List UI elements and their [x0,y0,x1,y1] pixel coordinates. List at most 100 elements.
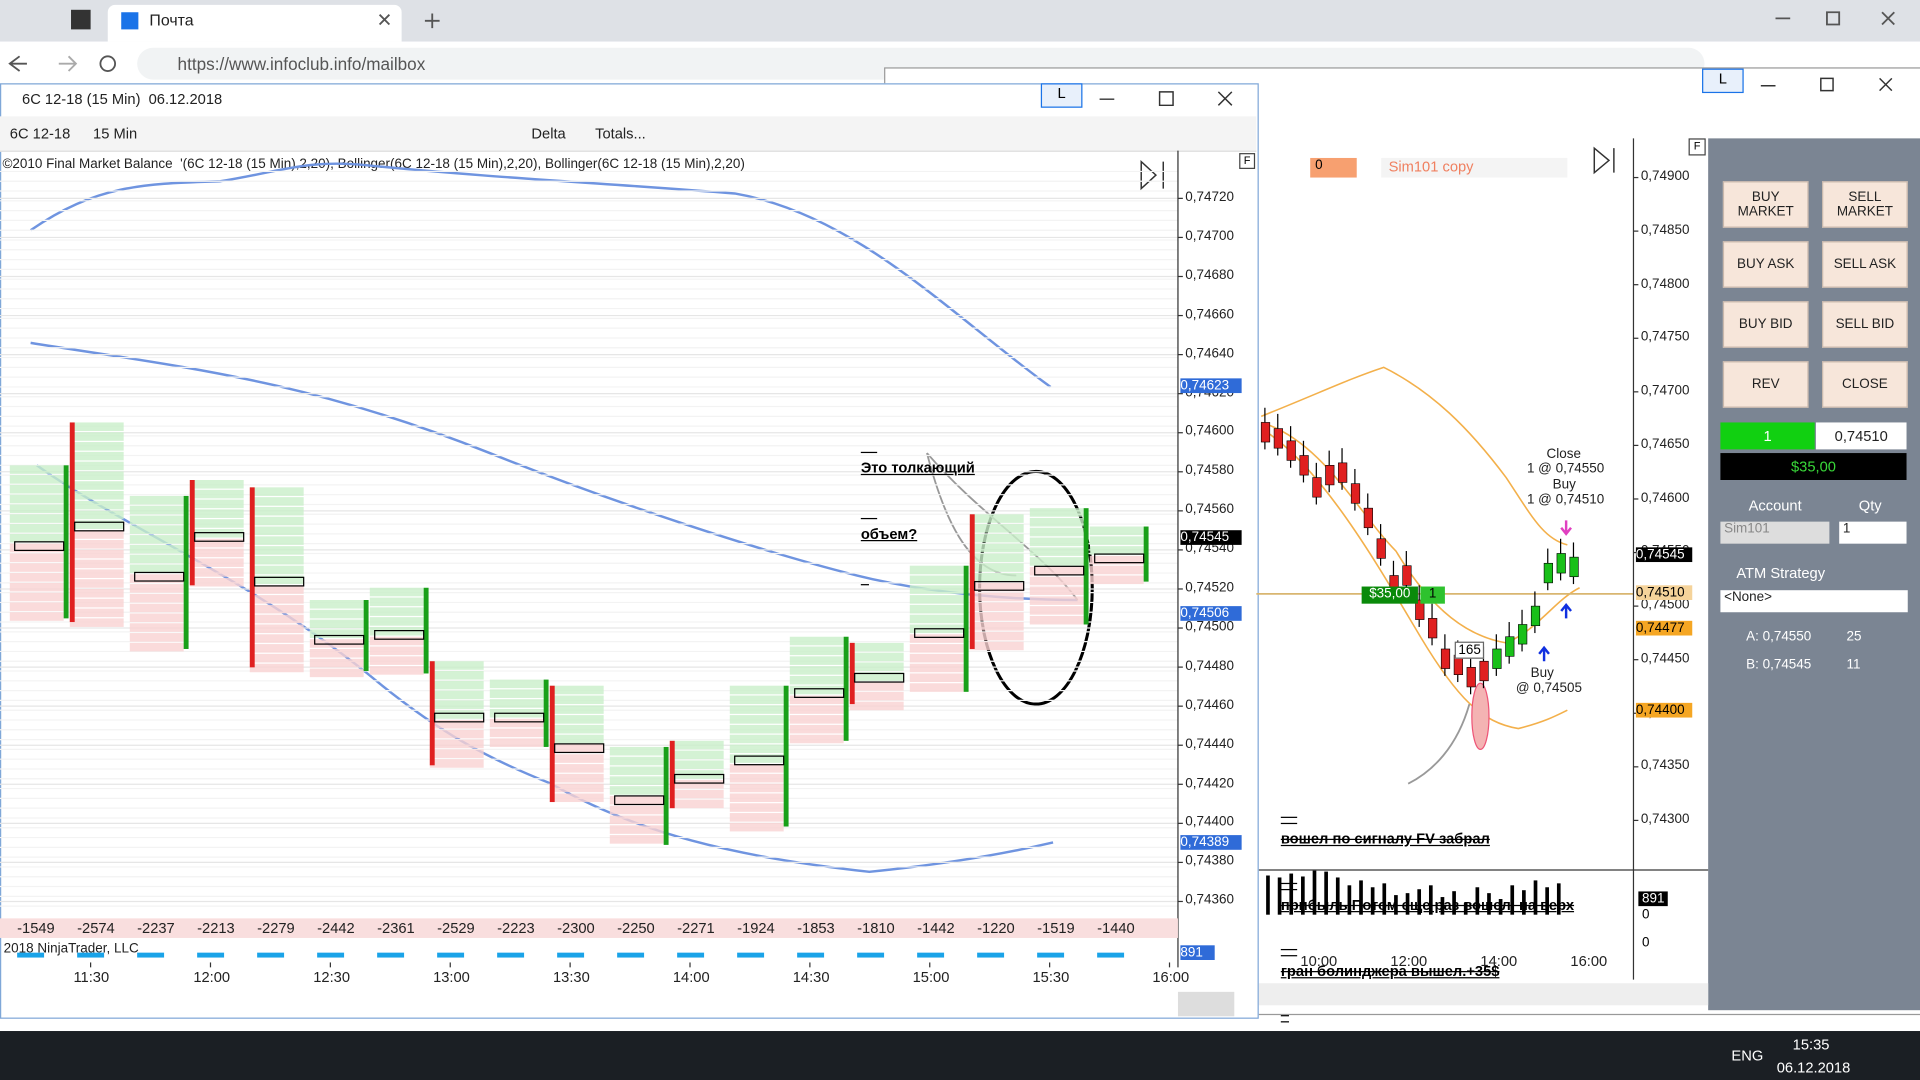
order-button[interactable]: BUY BID [1722,301,1809,348]
candle [1428,618,1438,639]
poc [554,743,605,754]
window-button[interactable]: L [1702,68,1744,94]
quote: B: 0,74545 [1746,657,1812,673]
footprint-cell [9,533,64,543]
footprint-cell [849,652,904,662]
footprint-cell [489,738,544,747]
volume-bar [377,952,405,958]
footprint-cell [69,598,124,608]
toolbar-item[interactable]: Delta [531,124,566,143]
footprint-cell [69,422,124,432]
candle [1492,648,1502,669]
footprint-cell [909,565,964,575]
price-label: 0,74440 [1185,736,1234,752]
annotation: Это толкающий объем? [861,413,975,589]
footprint-cell [249,497,304,506]
candle [969,514,975,649]
footprint-cell [189,548,244,558]
panel-button[interactable]: F [1688,138,1706,156]
footprint-cell [549,734,604,744]
footprint-cell [429,739,484,749]
candle [1466,667,1476,688]
time-label: 14:00 [1480,952,1518,970]
volume-bar [317,952,345,958]
bar-count: 165 [1454,641,1485,659]
volume-divider [1256,869,1709,871]
price-label: 0,74700 [1185,228,1234,244]
footprint-cell [789,685,844,695]
scrollbar[interactable] [1256,983,1709,1006]
footprint-cell [729,803,784,812]
footprint-cell [129,495,184,505]
footprint-cell [129,544,184,554]
footprint-cell [1089,546,1144,555]
price-label: 0,74650 [1640,436,1690,452]
footprint-cell [9,494,64,504]
footprint-cell [669,799,724,809]
order-button[interactable]: REV [1722,361,1809,408]
toolbar-item[interactable]: 6C 12-18 [9,124,71,143]
footprint-cell [909,634,964,643]
order-button[interactable]: SELL MARKET [1822,181,1908,228]
footprint-cell [249,506,304,516]
toolbar-item[interactable]: Totals... [595,124,646,143]
footprint-cell [789,695,844,705]
price-label: 0,74700 [1640,383,1690,398]
delta-value: -1853 [797,919,835,937]
footprint-cell [369,617,424,626]
candle [1338,462,1348,483]
volume-bar [1359,880,1363,915]
delta-value: -2213 [197,919,235,937]
toolbar-item[interactable]: 15 Min [93,124,138,143]
candle [1312,477,1322,498]
qty-input[interactable]: 1 [1839,521,1907,544]
time-label: 14:00 [672,968,710,986]
volume-bar [1382,883,1387,915]
footprint-cell [849,672,904,681]
footprint-cell [549,695,604,705]
footprint-cell [549,754,604,763]
pnl-field: 0 [1310,157,1357,178]
footprint-cell [429,661,484,670]
footprint-cell [429,710,484,719]
panel-button[interactable]: F [1239,153,1256,169]
candle [429,661,435,766]
order-button[interactable]: SELL BID [1822,301,1908,348]
candle [1260,422,1271,443]
footprint-cell [729,822,784,832]
price-label: 0,74400 [1185,814,1234,830]
order-button[interactable]: CLOSE [1822,361,1908,408]
poc [134,571,185,582]
time-label: 15:30 [1032,968,1070,986]
footprint-cell [129,642,184,652]
volume-bar [1037,952,1065,958]
price-label: 0,74750 [1640,329,1690,345]
tab[interactable] [107,4,402,42]
order-button[interactable]: BUY ASK [1722,241,1809,288]
order-button[interactable]: BUY MARKET [1722,181,1809,228]
footprint-cell [909,595,964,604]
poc [794,688,845,698]
order-button[interactable]: SELL ASK [1822,241,1908,288]
account-select[interactable]: Sim101 [1720,521,1830,544]
poc [674,773,725,784]
annotation-line: Это толкающий [860,459,975,477]
candle [669,740,675,809]
volume-bar [677,952,705,958]
footprint-cell [309,668,364,678]
footprint-cell [1089,555,1144,565]
window-button[interactable]: L [1040,83,1083,108]
volume-bar [1312,870,1317,915]
footprint-cell [189,538,244,548]
price-tag: 0,74389 [1180,835,1242,850]
candle [1286,440,1296,461]
atm-select[interactable]: <None> [1720,590,1908,613]
volume-bar [1277,877,1282,915]
time-label: 15:00 [912,968,950,986]
footprint-cell [69,510,124,520]
price-label: 0,74600 [1185,424,1234,439]
poc [914,628,965,638]
scrollbar[interactable] [1177,991,1235,1017]
footprint-cell [369,656,424,665]
footprint-cell [9,465,64,474]
